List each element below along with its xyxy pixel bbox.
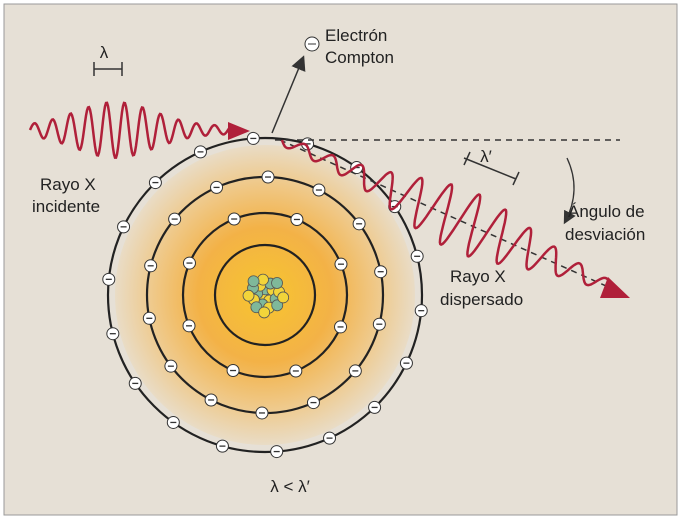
nucleon — [243, 290, 254, 301]
electron-label: Compton — [325, 48, 394, 67]
incident-label: Rayo X — [40, 175, 96, 194]
scattered-label: Rayo X — [450, 267, 506, 286]
nucleon — [272, 278, 283, 289]
lambda-label: λ — [100, 43, 109, 62]
relation-label: λ < λ′ — [270, 477, 310, 496]
angle-label: Ángulo de — [568, 202, 645, 221]
angle-label: desviación — [565, 225, 645, 244]
nucleon — [278, 292, 289, 303]
nucleon — [248, 276, 259, 287]
incident-label: incidente — [32, 197, 100, 216]
electron-label: Electrón — [325, 26, 387, 45]
nucleon — [259, 307, 270, 318]
scattered-label: dispersado — [440, 290, 523, 309]
figure: λ Electrón Compton Rayo X incidente λ′ Á… — [0, 0, 681, 519]
lambda-prime-label: λ′ — [480, 147, 492, 166]
